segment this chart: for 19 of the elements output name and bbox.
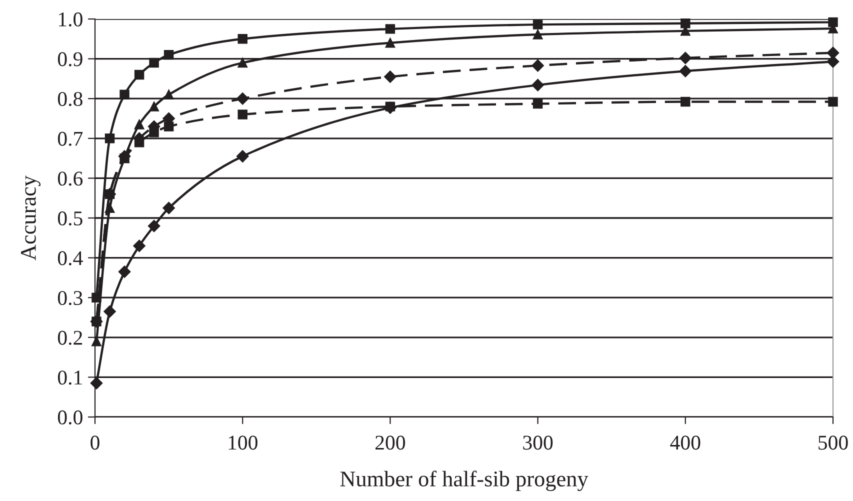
y-tick-label: 0.3 <box>58 290 82 306</box>
x-tick-label: 0 <box>90 436 100 450</box>
x-tick-label: 400 <box>670 436 700 450</box>
y-tick-label: 0.6 <box>58 172 83 186</box>
x-tick-label: 200 <box>375 436 406 450</box>
y-tick-label: 0.8 <box>58 92 82 106</box>
y-axis-title: Accuracy <box>21 176 40 260</box>
y-tick-label: 0.4 <box>58 251 83 266</box>
y-tick-label: 0.0 <box>58 410 82 425</box>
y-tick-label: 1.0 <box>58 12 82 27</box>
y-tick-label: 0.7 <box>58 132 83 146</box>
x-axis-title: Number of half-sib progeny <box>340 470 588 492</box>
y-tick-label: 0.5 <box>58 211 82 226</box>
y-tick-label: 0.2 <box>58 330 82 345</box>
x-tick-label: 500 <box>818 436 848 450</box>
x-tick-label: 100 <box>228 436 258 450</box>
y-tick-label: 0.1 <box>58 370 82 385</box>
x-tick-label: 300 <box>523 436 553 450</box>
y-tick-label: 0.9 <box>58 52 82 66</box>
